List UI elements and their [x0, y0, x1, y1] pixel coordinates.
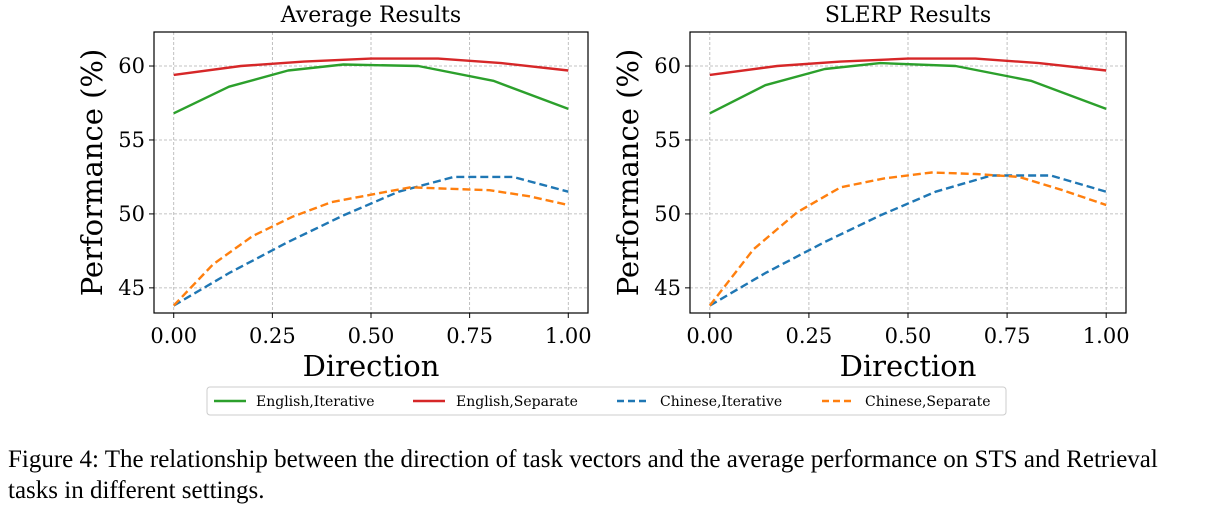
series-line-english-iterative [173, 63, 569, 115]
x-axis-label: Direction [840, 349, 977, 383]
figure-caption: Figure 4: The relationship between the d… [8, 446, 1158, 504]
x-tick-label: 1.00 [545, 324, 592, 348]
y-tick-label: 45 [654, 276, 681, 300]
y-tick-label: 45 [118, 276, 145, 300]
x-tick-label: 1.00 [1083, 324, 1130, 348]
legend-item-chinese-iterative: Chinese,Iterative [617, 394, 782, 410]
y-axis-label: Performance (%) [75, 49, 109, 297]
y-tick-label: 55 [654, 128, 681, 152]
legend-frame [206, 386, 1007, 416]
y-tick-label: 50 [654, 202, 681, 226]
series-line-chinese-iterative [173, 175, 569, 307]
x-tick-label: 0.50 [885, 324, 932, 348]
chart-title: Average Results [280, 3, 461, 28]
series-line-chinese-separate [172, 186, 569, 307]
legend-label: English,Separate [456, 394, 578, 410]
chart-average-results: 0.00 0.25 0.50 0.75 1.00 45 50 55 60 Average Resu… [75, 3, 592, 383]
y-tick-label: 55 [118, 128, 145, 152]
x-axis-label: Direction [303, 349, 440, 383]
y-tick-label: 60 [654, 54, 681, 78]
x-tick-label: 0.75 [984, 324, 1031, 348]
x-tick-label: 0.50 [348, 324, 395, 348]
chart-slerp-results: 0.00 0.25 0.50 0.75 1.00 45 50 55 60 SLERP Result… [611, 3, 1130, 383]
legend-item-english-separate: English,Separate [413, 394, 578, 410]
series-line-english-iterative [709, 61, 1107, 115]
x-tick-label: 0.00 [686, 324, 733, 348]
series-line-english-separate [709, 57, 1107, 77]
legend-item-chinese-separate: Chinese,Separate [822, 394, 991, 410]
y-axis-label: Performance (%) [611, 49, 645, 297]
series-line-chinese-iterative [709, 174, 1107, 307]
legend-label: English,Iterative [256, 394, 375, 410]
x-tick-label: 0.75 [446, 324, 493, 348]
x-tick-label: 0.00 [150, 324, 197, 348]
series-line-chinese-separate [708, 171, 1107, 307]
y-tick-label: 60 [118, 54, 145, 78]
y-tick-label: 50 [118, 202, 145, 226]
series-line-english-separate [173, 57, 569, 77]
legend: English,Iterative English,Separate Chine… [206, 386, 1007, 416]
x-tick-label: 0.25 [249, 324, 296, 348]
legend-label: Chinese,Iterative [660, 394, 782, 410]
legend-label: Chinese,Separate [865, 394, 991, 410]
chart-title: SLERP Results [825, 3, 991, 28]
x-tick-label: 0.25 [786, 324, 833, 348]
legend-item-english-iterative: English,Iterative [214, 394, 375, 410]
